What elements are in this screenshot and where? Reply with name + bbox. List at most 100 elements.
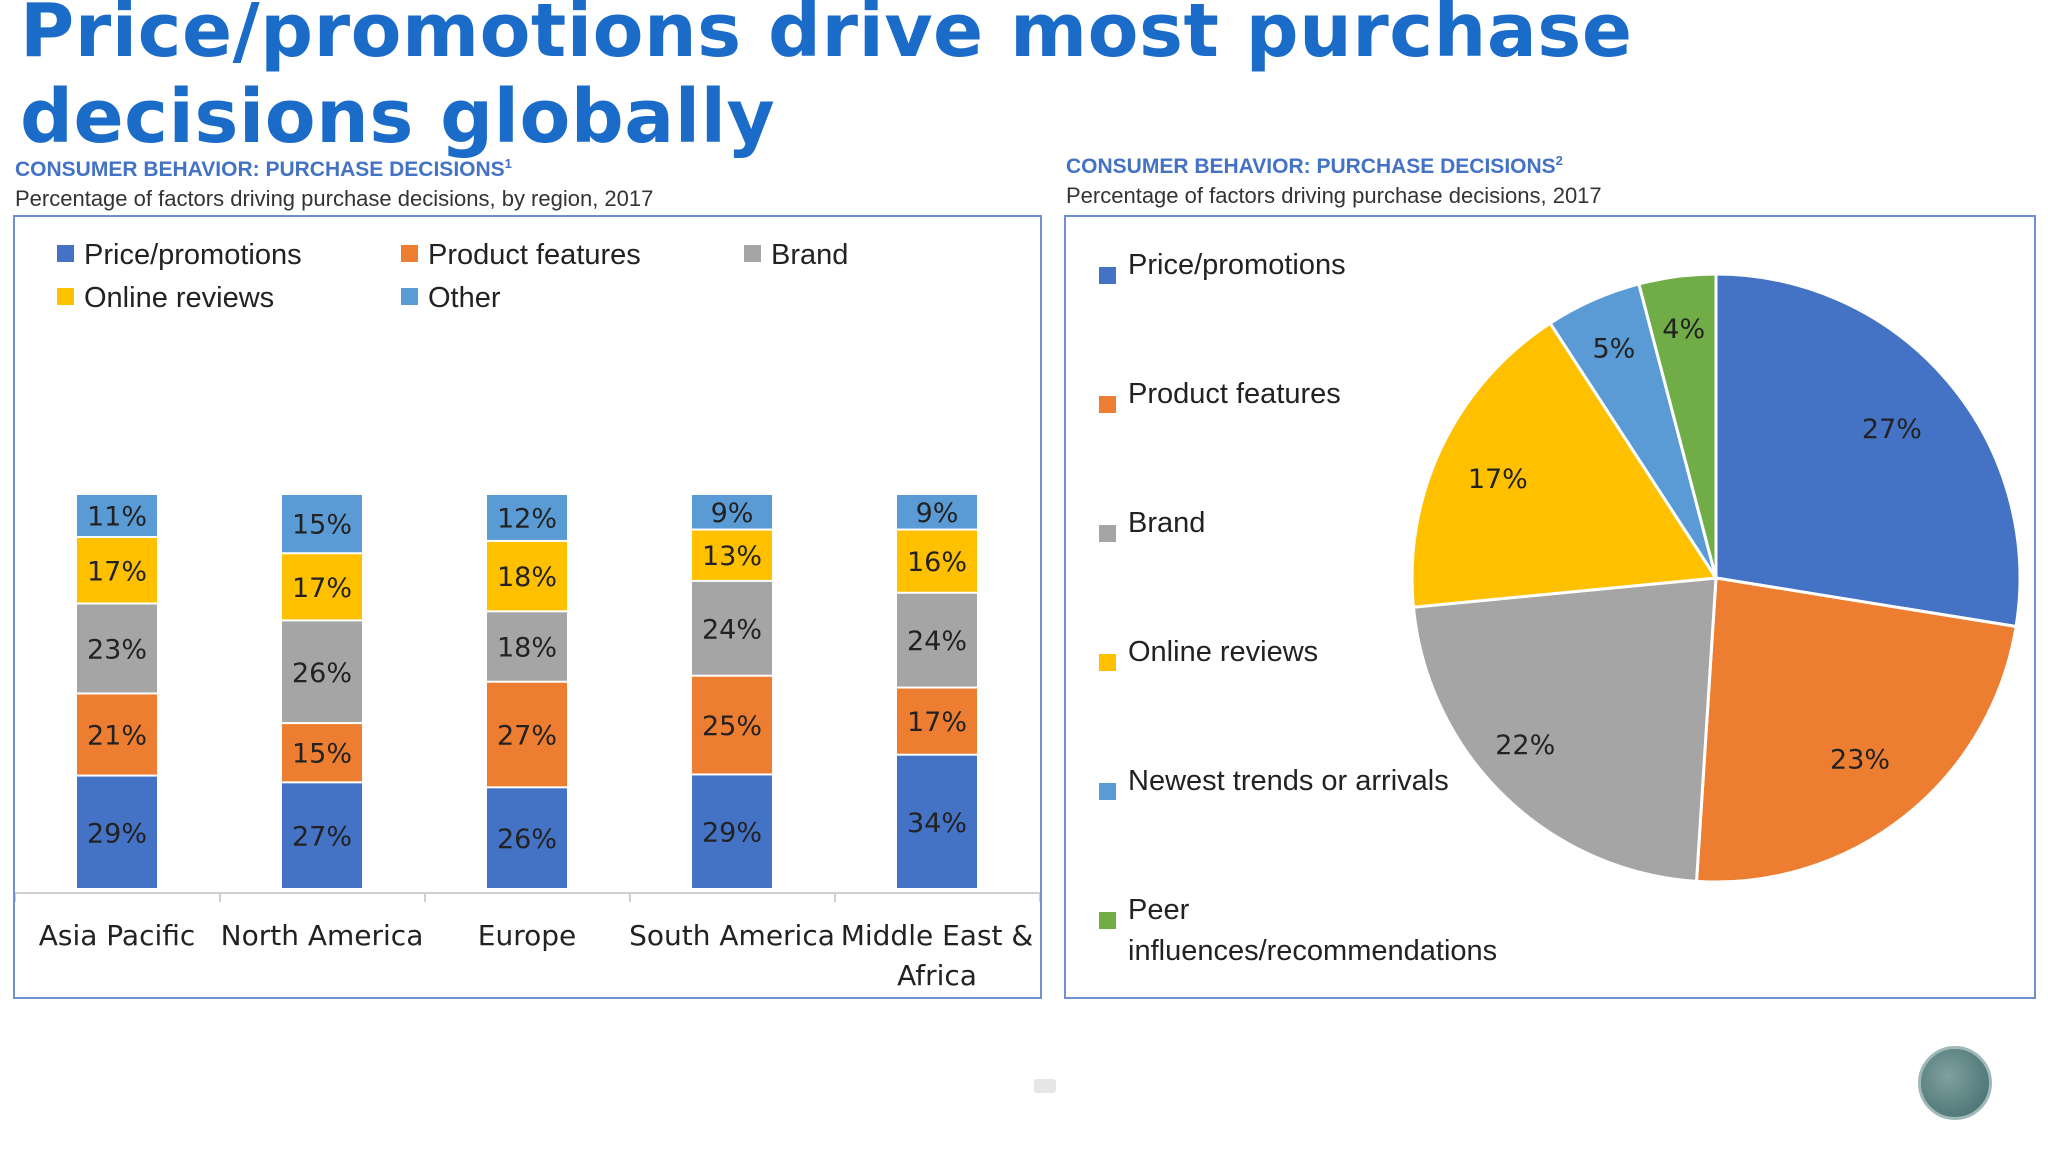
pie-value-label: 22% [1495, 730, 1555, 761]
bar-segment-brand [487, 612, 567, 681]
pie-chart-panel: Price/promotions Product features Brand Onl… [1064, 215, 2036, 999]
page-title: Price/promotions drive most purchase dec… [20, 0, 1633, 160]
pie-legend-item-online-reviews: Online reviews [1099, 632, 1568, 685]
legend-swatch [1099, 783, 1116, 800]
legend-swatch [1099, 912, 1116, 929]
legend-swatch [744, 245, 761, 262]
bar-segment-product-features [897, 688, 977, 754]
pie-value-label: 23% [1830, 745, 1890, 776]
presenter-logo [1918, 1046, 1992, 1120]
pie-slice-product-features [1694, 576, 2018, 884]
category-label: Asia Pacific [39, 919, 196, 952]
bar-segment-brand [692, 581, 772, 675]
bar-chart-header: CONSUMER BEHAVIOR: PURCHASE DECISIONS1 P… [15, 156, 653, 212]
legend-swatch [57, 245, 74, 262]
bar-value-label: 9% [711, 498, 754, 529]
bar-segment-brand [897, 593, 977, 687]
pie-slice-price-promotions [1714, 272, 2022, 629]
bar-segment-price-promotions [897, 755, 977, 888]
bar-value-label: 11% [87, 502, 147, 533]
bar-value-label: 27% [292, 822, 352, 853]
bar-segment-online-reviews [897, 530, 977, 592]
legend-label: Online reviews [84, 282, 275, 314]
bar-segment-price-promotions [77, 776, 157, 888]
legend-item-price-promotions: Price/promotions [57, 239, 302, 272]
bar-segment-online-reviews [692, 530, 772, 580]
bar-value-label: 15% [292, 739, 352, 770]
legend-label: Price/promotions [84, 239, 302, 271]
bar-value-label: 24% [907, 626, 967, 657]
bar-segment-other [897, 495, 977, 529]
pie-value-label: 4% [1662, 314, 1705, 345]
slide-nav-indicator[interactable] [1034, 1079, 1056, 1093]
bar-chart-panel: Price/promotions Product features Brand Onl… [13, 215, 1042, 999]
legend-label: Product features [428, 239, 641, 271]
bar-segment-brand [282, 621, 362, 723]
bar-value-label: 13% [702, 541, 762, 572]
bar-segment-product-features [487, 682, 567, 787]
bar-segment-product-features [692, 676, 772, 774]
bar-segment-product-features [77, 694, 157, 775]
bar-segment-other [282, 495, 362, 553]
category-label: South America [629, 919, 835, 952]
legend-label: Online reviews [1128, 636, 1319, 668]
legend-label: Price/promotions [1128, 249, 1346, 281]
legend-item-online-reviews: Online reviews [57, 282, 274, 315]
legend-label: Other [428, 282, 501, 314]
bar-value-label: 27% [497, 721, 557, 752]
legend-swatch [1099, 654, 1116, 671]
pie-value-label: 17% [1468, 464, 1528, 495]
pie-slice-peer-influences-recommendations [1637, 272, 1718, 579]
bar-segment-price-promotions [692, 775, 772, 888]
bar-segment-other [487, 495, 567, 540]
legend-label: Product features [1128, 378, 1341, 410]
pie-value-label: 5% [1592, 333, 1635, 364]
legend-label: Brand [771, 239, 849, 271]
bar-value-label: 17% [87, 556, 147, 587]
pie-legend-item-newest-trends-or-arrivals: Newest trends or arrivals [1099, 761, 1568, 814]
bar-value-label: 26% [292, 658, 352, 689]
bar-segment-online-reviews [487, 541, 567, 611]
bar-segment-other [77, 495, 157, 537]
bar-chart: 29% 21% 23% 17% 11% Asia Pacific 27% 15% 26% 17% 1… [15, 495, 1040, 992]
legend-item-other: Other [401, 282, 501, 315]
bar-value-label: 16% [907, 547, 967, 578]
bar-value-label: 29% [87, 818, 147, 849]
bar-chart-kicker: CONSUMER BEHAVIOR: PURCHASE DECISIONS1 [15, 156, 512, 181]
legend-item-brand: Brand [744, 239, 848, 272]
bar-value-label: 29% [702, 818, 762, 849]
legend-swatch [1099, 525, 1116, 542]
pie-slice-brand [1411, 576, 1718, 883]
pie-legend-item-brand: Brand [1099, 503, 1568, 556]
bar-segment-brand [77, 604, 157, 693]
pie-legend-item-peer-influences-recommendations: Peer influences/recommendations [1099, 890, 1568, 972]
pie-legend-item-price-promotions: Price/promotions [1099, 245, 1568, 298]
category-label: Middle East & [841, 919, 1034, 952]
bar-segment-product-features [282, 724, 362, 782]
bar-value-label: 9% [916, 498, 959, 529]
bar-value-label: 23% [87, 634, 147, 665]
pie-value-label: 27% [1862, 414, 1922, 445]
bar-value-label: 15% [292, 510, 352, 541]
bar-segment-online-reviews [282, 554, 362, 620]
category-label: North America [221, 919, 424, 952]
bar-value-label: 17% [292, 573, 352, 604]
pie-legend-item-product-features: Product features [1099, 374, 1568, 427]
bar-segment-price-promotions [282, 783, 362, 888]
pie-chart: 27% 23% 22% 17% 5% 4% [1410, 272, 2022, 884]
legend-label: Newest trends or arrivals [1128, 765, 1449, 797]
bar-value-label: 25% [702, 711, 762, 742]
bar-value-label: 34% [907, 808, 967, 839]
pie-slice-online-reviews [1410, 321, 1719, 609]
legend-swatch [1099, 396, 1116, 413]
bar-segment-other [692, 495, 772, 529]
bar-value-label: 18% [497, 633, 557, 664]
bar-value-label: 26% [497, 824, 557, 855]
bar-segment-online-reviews [77, 538, 157, 603]
legend-swatch [401, 245, 418, 262]
legend-label: Peer influences/recommendations [1128, 894, 1498, 967]
category-label: Africa [897, 959, 977, 992]
legend-swatch [1099, 267, 1116, 284]
bar-value-label: 24% [702, 614, 762, 645]
legend-swatch [57, 288, 74, 305]
